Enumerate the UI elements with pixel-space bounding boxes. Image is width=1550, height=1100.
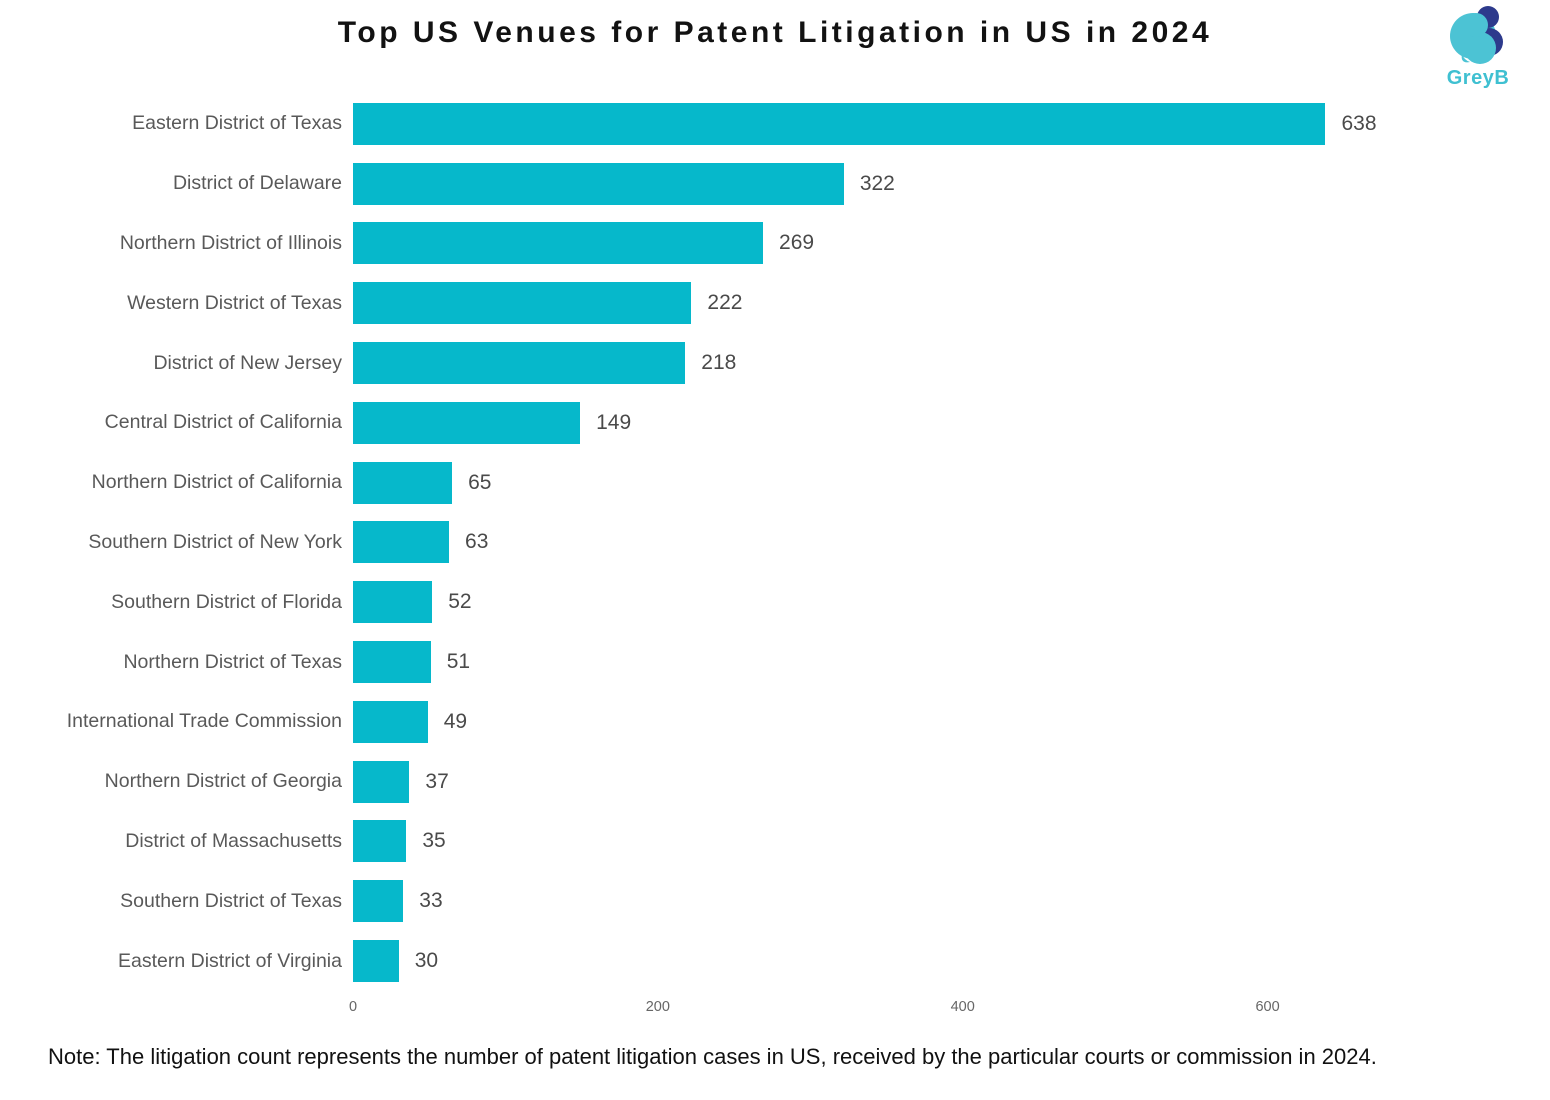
category-label: District of New Jersey	[153, 351, 342, 374]
category-label: District of Delaware	[172, 172, 342, 195]
value-label: 222	[707, 291, 743, 315]
category-label: Western District of Texas	[127, 291, 342, 314]
bar	[353, 521, 450, 564]
bar-row: Central District of California 149	[0, 393, 1550, 453]
value-label: 322	[859, 171, 895, 195]
category-label: Southern District of Texas	[120, 889, 342, 912]
x-tick-label: 200	[645, 998, 670, 1015]
bar-row: District of Massachusetts 35	[0, 812, 1550, 872]
greyb-logo-icon	[1450, 6, 1503, 64]
category-label: International Trade Commission	[66, 710, 342, 733]
bar	[353, 760, 410, 803]
bar-track: 149	[353, 401, 1420, 444]
bar-track: 222	[353, 282, 1420, 325]
bar-track: 49	[353, 700, 1420, 743]
bar-track: 218	[353, 342, 1420, 385]
bar-track: 63	[353, 521, 1420, 564]
bar	[353, 102, 1326, 145]
x-tick-label: 400	[950, 998, 975, 1015]
bar-row: Western District of Texas 222	[0, 273, 1550, 333]
footnote: Note: The litigation count represents th…	[48, 1044, 1377, 1069]
bar-track: 269	[353, 222, 1420, 265]
value-label: 63	[465, 530, 489, 554]
bar	[353, 880, 404, 923]
bar-row: Northern District of California 65	[0, 453, 1550, 513]
bar-row: Northern District of Illinois 269	[0, 214, 1550, 274]
bar-track: 322	[353, 162, 1420, 205]
bar-track: 37	[353, 760, 1420, 803]
value-label: 65	[468, 470, 492, 494]
bar	[353, 940, 399, 983]
category-label: Northern District of Illinois	[119, 231, 342, 254]
value-label: 218	[701, 351, 737, 375]
value-label: 51	[446, 650, 471, 674]
chart-title: Top US Venues for Patent Litigation in U…	[337, 16, 1213, 49]
bar-row: Southern District of New York 63	[0, 513, 1550, 573]
greyb-logo: GreyB	[1436, 4, 1520, 90]
bar	[353, 700, 428, 743]
bar	[353, 162, 844, 205]
bar-row: Eastern District of Texas 638	[0, 94, 1550, 154]
bar-row: District of New Jersey 218	[0, 333, 1550, 393]
bar	[353, 222, 764, 265]
value-label: 149	[596, 410, 632, 434]
bar-track: 638	[353, 102, 1420, 145]
category-label: Northern District of Texas	[123, 650, 342, 673]
category-label: Eastern District of Texas	[132, 112, 342, 135]
value-label: 49	[443, 709, 468, 733]
x-tick-label: 600	[1255, 998, 1280, 1015]
bar-row: Northern District of Georgia 37	[0, 752, 1550, 812]
bar-row: District of Delaware 322	[0, 154, 1550, 214]
bar-row: Southern District of Texas 33	[0, 871, 1550, 931]
bar	[353, 581, 433, 624]
category-label: Central District of California	[104, 411, 342, 434]
bar-track: 33	[353, 880, 1420, 923]
value-label: 30	[414, 949, 439, 973]
bar	[353, 401, 581, 444]
bar-chart: Eastern District of Texas 638 District of …	[0, 94, 1550, 991]
bar-track: 51	[353, 641, 1420, 684]
bar-row: International Trade Commission 49	[0, 692, 1550, 752]
bar	[353, 461, 453, 504]
bar-track: 52	[353, 581, 1420, 624]
bar-track: 30	[353, 940, 1420, 983]
greyb-logo-text: GreyB	[1446, 67, 1510, 89]
x-axis: 0 200 400 600	[349, 995, 1420, 1021]
category-label: Southern District of New York	[88, 530, 342, 553]
x-tick-label: 0	[348, 998, 358, 1015]
bar	[353, 342, 686, 385]
category-label: Northern District of Georgia	[104, 770, 342, 793]
bar	[353, 282, 692, 325]
value-label: 35	[422, 829, 446, 853]
value-label: 269	[779, 231, 815, 255]
bar-row: Eastern District of Virginia 30	[0, 931, 1550, 991]
value-label: 638	[1341, 111, 1377, 135]
value-label: 33	[419, 889, 443, 913]
value-label: 52	[448, 590, 472, 614]
category-label: District of Massachusetts	[125, 829, 342, 852]
bar-row: Northern District of Texas 51	[0, 632, 1550, 692]
category-label: Northern District of California	[91, 471, 342, 494]
bar	[353, 820, 407, 863]
bar	[353, 641, 431, 684]
category-label: Southern District of Florida	[111, 590, 342, 613]
value-label: 37	[425, 769, 449, 793]
bar-track: 65	[353, 461, 1420, 504]
bar-row: Southern District of Florida 52	[0, 572, 1550, 632]
bar-track: 35	[353, 820, 1420, 863]
category-label: Eastern District of Virginia	[118, 949, 342, 972]
